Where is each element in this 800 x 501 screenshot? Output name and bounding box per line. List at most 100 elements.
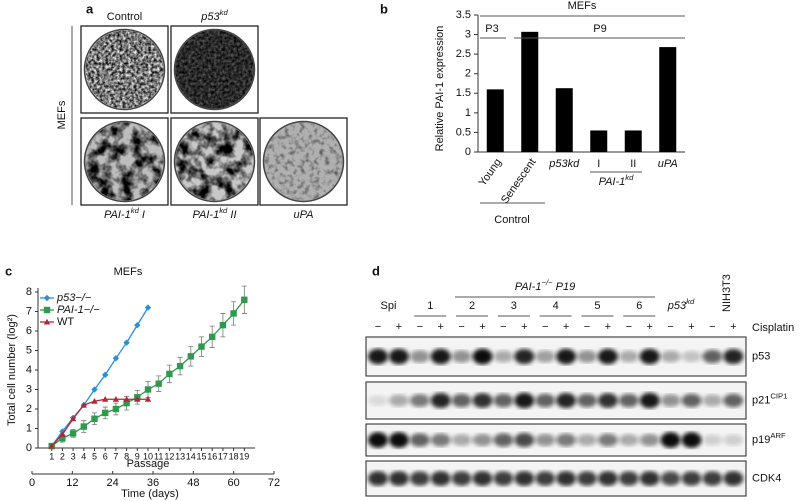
y-tick-label: 0.5 — [456, 126, 471, 138]
band — [702, 349, 723, 364]
x-tick-label: 12 — [164, 451, 174, 461]
blot-header: PAI-1−/− P19 — [515, 278, 575, 293]
y-tick-label: 4 — [26, 364, 32, 376]
marker — [144, 304, 152, 311]
label-part: Spi — [380, 300, 396, 312]
marker — [123, 396, 130, 402]
y-tick-label: 1.5 — [456, 87, 471, 99]
y-tick-label: 8 — [26, 286, 32, 298]
label-part: p21 — [752, 394, 770, 406]
treatment-sign: − — [375, 321, 381, 333]
bar — [590, 130, 608, 152]
band — [577, 471, 597, 486]
marker — [91, 398, 98, 404]
marker — [69, 415, 77, 422]
blot-label: CDK4 — [752, 472, 781, 484]
y-tick-label: 3 — [465, 28, 471, 40]
x-tick-label: 5 — [92, 451, 97, 461]
y-tick-label: 1 — [465, 107, 471, 119]
treatment-sign: − — [417, 321, 423, 333]
x-tick-label: 1 — [49, 451, 54, 461]
group-label: Control — [494, 214, 529, 226]
band — [493, 393, 514, 408]
bar — [555, 88, 573, 152]
group-label: P9 — [593, 23, 606, 35]
x2-tick-label: 48 — [187, 477, 199, 489]
treatment-sign: + — [437, 321, 443, 333]
lane-label: 6 — [636, 300, 642, 312]
treatment-sign: + — [646, 321, 652, 333]
treatment-sign: + — [688, 321, 694, 333]
marker — [69, 430, 77, 437]
band — [618, 350, 639, 363]
marker — [123, 399, 130, 407]
marker — [144, 396, 152, 402]
series-line — [51, 299, 245, 447]
band — [368, 395, 388, 406]
x-tick-label: 19 — [239, 451, 249, 461]
band — [577, 434, 597, 446]
label-part: Control — [107, 11, 142, 23]
band — [535, 350, 556, 363]
band — [577, 350, 597, 363]
band — [618, 434, 639, 446]
label-part: 3 — [511, 300, 517, 312]
marker — [59, 431, 66, 437]
y-tick-label: 3 — [26, 383, 32, 395]
plate-label: PAI-1kd II — [193, 206, 237, 221]
band — [409, 350, 430, 363]
marker — [102, 409, 109, 417]
lane-label: NIH3T3 — [721, 274, 733, 312]
band — [660, 471, 681, 486]
band — [597, 471, 618, 486]
y-tick-label: 3.5 — [456, 9, 471, 21]
lane-label: 3 — [511, 300, 517, 312]
plate-label: p53kd — [200, 8, 228, 23]
treatment-sign: + — [563, 321, 569, 333]
superscript: kd — [220, 8, 229, 17]
y-tick-label: 1 — [26, 422, 32, 434]
x-tick-label: Young — [477, 157, 505, 189]
x-tick-label: uPA — [658, 158, 678, 170]
label-part: PAI-1 — [104, 209, 131, 221]
x-tick-label: 9 — [135, 451, 140, 461]
band — [556, 348, 577, 365]
panel-label: d — [372, 263, 380, 278]
band — [472, 393, 493, 408]
x-tick-label: II — [630, 158, 636, 170]
marker — [43, 306, 51, 314]
label-part: p53 — [667, 300, 687, 312]
band — [639, 471, 660, 486]
lane-label: 2 — [469, 300, 475, 312]
panel-label: b — [380, 1, 388, 16]
band — [514, 432, 535, 448]
band — [535, 433, 556, 447]
x2-tick-label: 0 — [29, 477, 35, 489]
blot-label: p53 — [752, 350, 770, 362]
label-part: uPA — [294, 209, 314, 221]
treatment-sign: + — [521, 321, 527, 333]
band — [702, 434, 723, 446]
band — [702, 394, 723, 407]
treatment-sign: + — [605, 321, 611, 333]
x-tick-label: 4 — [81, 451, 86, 461]
label-part: PAI-1 — [599, 176, 626, 188]
lane-label: 4 — [553, 300, 559, 312]
y-tick-label: 2 — [465, 68, 471, 80]
band — [368, 348, 388, 365]
band — [639, 433, 660, 447]
y-tick-label: 5 — [26, 344, 32, 356]
plate-label: PAI-1kd I — [104, 206, 145, 221]
chart-title: MEFs — [114, 266, 143, 278]
band — [388, 348, 409, 365]
marker — [134, 321, 141, 329]
band — [451, 350, 472, 363]
x-tick-label: 18 — [229, 451, 239, 461]
band — [681, 471, 702, 486]
bar — [521, 31, 539, 152]
label-part: P19 — [553, 281, 576, 293]
band — [430, 392, 451, 409]
marker — [102, 371, 109, 379]
y-tick-label: 6 — [26, 325, 32, 337]
